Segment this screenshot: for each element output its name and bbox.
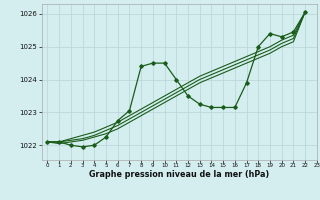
X-axis label: Graphe pression niveau de la mer (hPa): Graphe pression niveau de la mer (hPa) bbox=[89, 170, 269, 179]
